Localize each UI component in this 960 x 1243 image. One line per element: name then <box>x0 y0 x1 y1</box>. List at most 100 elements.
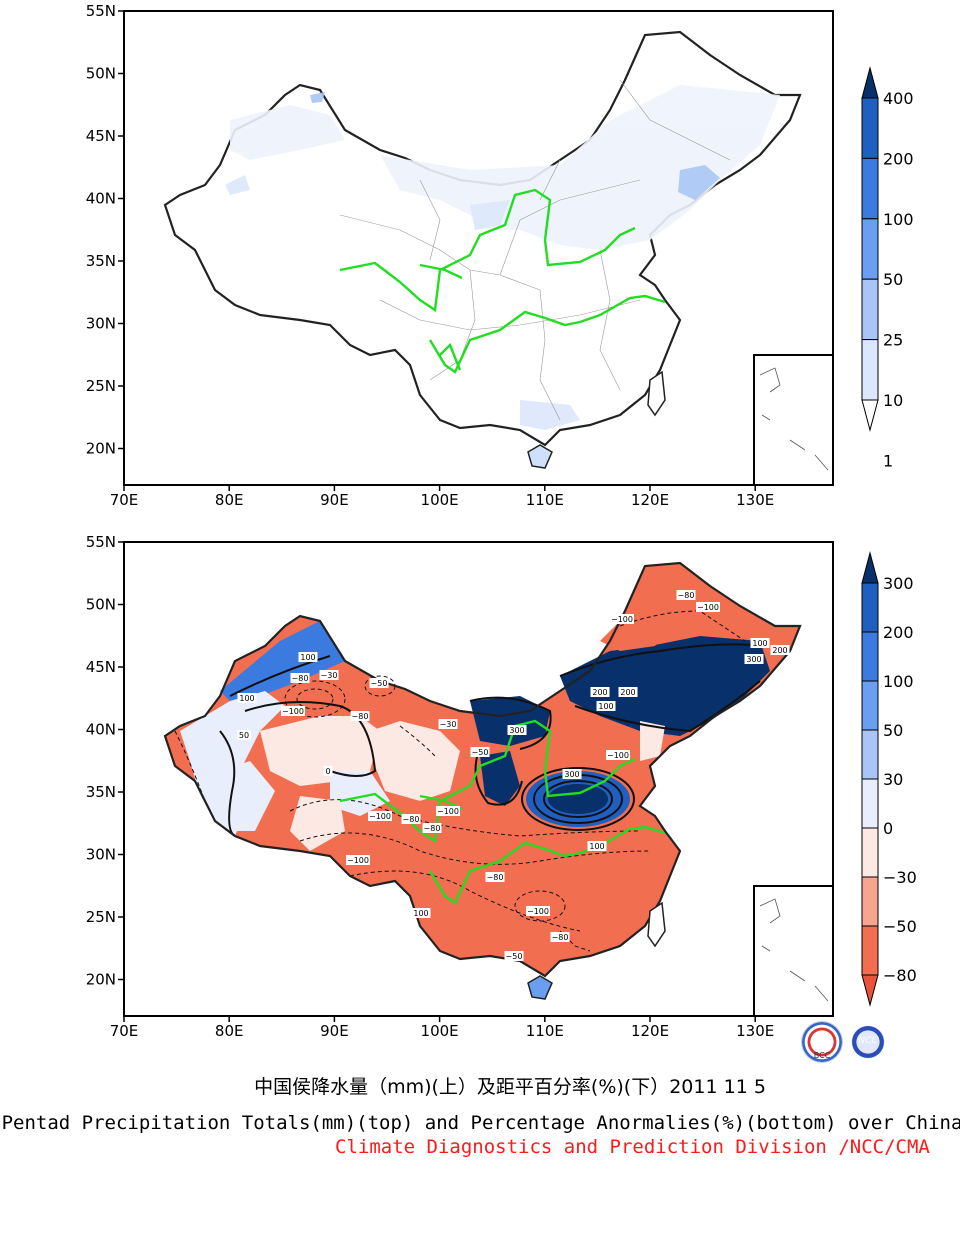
taiwan-island-bottom <box>647 901 666 948</box>
colorbar-label: 25 <box>883 331 903 350</box>
bottom-zero-contours <box>219 643 766 837</box>
english-caption: Pentad Precipitation Totals(mm)(top) and… <box>1 1112 960 1134</box>
colorbar-cell <box>861 778 879 829</box>
colorbar-cell <box>861 827 879 878</box>
contour-label-bg <box>369 678 389 688</box>
contour-label-bg <box>237 693 257 703</box>
contour-label: −80 <box>292 674 309 683</box>
lat-label: 45N <box>86 127 116 145</box>
colorbar-label: 300 <box>883 574 914 593</box>
colorbar-top-triangle <box>861 551 879 584</box>
contour-label: −100 <box>282 707 304 716</box>
contour-label: −30 <box>321 671 338 680</box>
lat-label: 55N <box>86 2 116 20</box>
lon-label: 130E <box>736 1022 774 1040</box>
colorbar-label: 200 <box>883 623 914 642</box>
contour-label: −100 <box>697 603 719 612</box>
colorbar-cell <box>861 97 879 159</box>
lat-label: 50N <box>86 65 116 83</box>
contour-label-bg <box>587 841 607 851</box>
contour-label: 100 <box>413 909 428 918</box>
contour-label-bg <box>290 673 310 683</box>
lat-label: 20N <box>86 971 116 989</box>
contour-label-bg <box>411 908 431 918</box>
contour-label: −80 <box>424 824 441 833</box>
contour-label: 100 <box>239 694 254 703</box>
contour-label: −80 <box>678 591 695 600</box>
contour-label: −80 <box>552 933 569 942</box>
contour-label: −50 <box>371 679 388 688</box>
hainan-island-top <box>527 444 553 469</box>
taiwan-island-top <box>647 370 666 417</box>
lat-label: 35N <box>86 252 116 270</box>
contour-label: −100 <box>527 907 549 916</box>
contour-label-bg <box>618 687 638 697</box>
contour-label-bg <box>744 654 764 664</box>
contour-label-bg <box>596 701 616 711</box>
top-province-borders <box>339 79 731 421</box>
contour-label-bg <box>562 769 582 779</box>
colorbar-label: 0 <box>883 819 893 838</box>
contour-label-bg <box>750 638 770 648</box>
contour-label: −50 <box>472 748 489 757</box>
contour-label-bg <box>350 711 370 721</box>
contour-label-bg <box>526 906 550 916</box>
bcc-logo: BCC <box>802 1022 842 1062</box>
bottom-contour-lines <box>174 610 746 952</box>
colorbar-cell <box>861 582 879 633</box>
lat-label: 25N <box>86 377 116 395</box>
contour-label: 200 <box>620 688 635 697</box>
colorbar-label: −30 <box>883 868 917 887</box>
contour-label-bg <box>507 725 527 735</box>
chinese-caption: 中国侯降水量（mm)(上）及距平百分率(%)(下）2011 11 5 <box>254 1076 766 1098</box>
colorbar-cell <box>861 278 879 341</box>
contour-label-bg <box>281 706 305 716</box>
contour-label: 50 <box>239 731 249 740</box>
contour-label-bg <box>346 855 370 865</box>
colorbar-label: 50 <box>883 721 903 740</box>
contour-label-bg <box>676 590 696 600</box>
colorbar-cell <box>861 925 879 976</box>
lon-label: 120E <box>631 1022 669 1040</box>
lat-label: 30N <box>86 315 116 333</box>
contour-label: 300 <box>564 770 579 779</box>
lat-label: 55N <box>86 533 116 551</box>
colorbar-label: 1 <box>883 451 893 470</box>
lon-label: 90E <box>320 491 349 509</box>
lon-label: 130E <box>736 491 774 509</box>
lat-label: 30N <box>86 846 116 864</box>
lat-label: 50N <box>86 596 116 614</box>
colorbar-cell <box>861 631 879 682</box>
contour-label: −100 <box>437 807 459 816</box>
lat-label: 40N <box>86 190 116 208</box>
bcc-logo-text: BCC <box>813 1051 831 1060</box>
lat-label: 45N <box>86 658 116 676</box>
south-china-sea-inset-top <box>753 354 834 486</box>
lon-label: 70E <box>110 491 139 509</box>
contour-label: 100 <box>598 702 613 711</box>
contour-label: −100 <box>611 615 633 624</box>
contour-label-bg <box>606 750 630 760</box>
contour-label: 200 <box>592 688 607 697</box>
colorbar-top-triangle <box>861 66 879 99</box>
bottom-anomaly-map: −100−80−50−30−30100100200100200−10030030… <box>123 541 834 1017</box>
contour-label-bg <box>550 932 570 942</box>
contour-label-bg <box>422 823 442 833</box>
org-caption: Climate Diagnostics and Prediction Divis… <box>335 1136 930 1158</box>
contour-label: 100 <box>589 842 604 851</box>
lat-label: 25N <box>86 908 116 926</box>
lon-label: 100E <box>421 491 459 509</box>
contour-label: 200 <box>772 646 787 655</box>
colorbar-label: 200 <box>883 149 914 168</box>
contour-label-bg <box>319 670 339 680</box>
colorbar-label: 100 <box>883 210 914 229</box>
top-river-lines <box>339 188 666 374</box>
top-precip-shading <box>225 85 780 430</box>
contour-label: 300 <box>509 726 524 735</box>
lon-label: 80E <box>215 1022 244 1040</box>
colorbar-cell <box>861 680 879 731</box>
contour-label: −30 <box>440 720 457 729</box>
colorbar-label: −80 <box>883 966 917 985</box>
